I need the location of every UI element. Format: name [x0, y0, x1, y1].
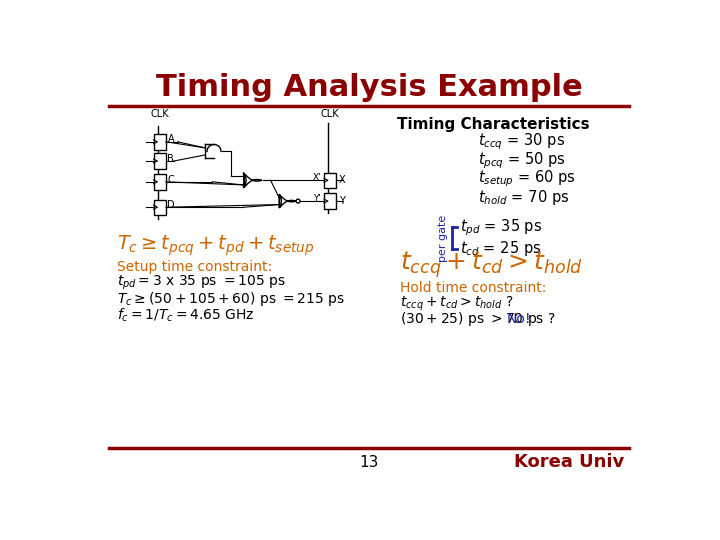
- Polygon shape: [279, 194, 296, 208]
- Text: per gate: per gate: [438, 214, 448, 262]
- Text: B: B: [168, 154, 174, 164]
- Text: Y': Y': [313, 194, 321, 203]
- Text: X: X: [339, 176, 346, 185]
- Text: $t_{ccq}$ = 30 ps: $t_{ccq}$ = 30 ps: [477, 132, 564, 152]
- Text: No!: No!: [506, 312, 531, 326]
- Text: X': X': [312, 173, 321, 183]
- Text: $t_{hold}$ = 70 ps: $t_{hold}$ = 70 ps: [477, 188, 569, 207]
- Text: Timing Analysis Example: Timing Analysis Example: [156, 73, 582, 103]
- Text: Y: Y: [339, 196, 345, 206]
- Bar: [324, 173, 336, 188]
- Text: $T_c \geq (50 + 105 + 60)$ ps $= 215$ ps: $T_c \geq (50 + 105 + 60)$ ps $= 215$ ps: [117, 290, 345, 308]
- Text: $\mathit{T_c} \geq \mathit{t_{pcq}} + \mathit{t_{pd}} + \mathit{t_{setup}}$: $\mathit{T_c} \geq \mathit{t_{pcq}} + \m…: [117, 233, 315, 258]
- Text: A: A: [168, 134, 174, 145]
- Text: Korea Univ: Korea Univ: [515, 453, 625, 471]
- Text: $\mathit{t_{ccq}} + \mathit{t_{cd}} > \mathit{t_{hold}}$: $\mathit{t_{ccq}} + \mathit{t_{cd}} > \m…: [400, 249, 583, 280]
- Text: CLK: CLK: [150, 109, 169, 119]
- Text: Setup time constraint:: Setup time constraint:: [117, 260, 272, 274]
- Text: $t_{pd} = 3$ x $35$ ps $= 105$ ps: $t_{pd} = 3$ x $35$ ps $= 105$ ps: [117, 274, 286, 292]
- Bar: [324, 193, 336, 209]
- Text: 13: 13: [359, 455, 379, 470]
- Text: $t_{ccq} + t_{cd} > t_{hold}$ ?: $t_{ccq} + t_{cd} > t_{hold}$ ?: [400, 294, 513, 313]
- Text: C: C: [168, 174, 174, 185]
- Bar: [153, 200, 166, 215]
- Text: D: D: [168, 200, 175, 210]
- Text: $f_c = 1/T_c = 4.65$ GHz: $f_c = 1/T_c = 4.65$ GHz: [117, 306, 255, 324]
- Text: Hold time constraint:: Hold time constraint:: [400, 281, 546, 295]
- Bar: [153, 153, 166, 168]
- Bar: [153, 134, 166, 150]
- Text: Timing Characteristics: Timing Characteristics: [397, 117, 589, 132]
- Text: $t_{setup}$ = 60 ps: $t_{setup}$ = 60 ps: [477, 168, 575, 189]
- Circle shape: [296, 199, 300, 203]
- Polygon shape: [205, 145, 221, 158]
- Text: CLK: CLK: [321, 109, 340, 119]
- Bar: [153, 174, 166, 190]
- Text: $t_{pcq}$ = 50 ps: $t_{pcq}$ = 50 ps: [477, 150, 565, 171]
- Text: $t_{pd}$ = 35 ps: $t_{pd}$ = 35 ps: [459, 217, 542, 238]
- Text: $(30 + 25)$ ps $> 70$ ps ?: $(30 + 25)$ ps $> 70$ ps ?: [400, 310, 562, 328]
- Polygon shape: [243, 173, 262, 188]
- Text: $t_{cd}$ = 25 ps: $t_{cd}$ = 25 ps: [459, 239, 541, 258]
